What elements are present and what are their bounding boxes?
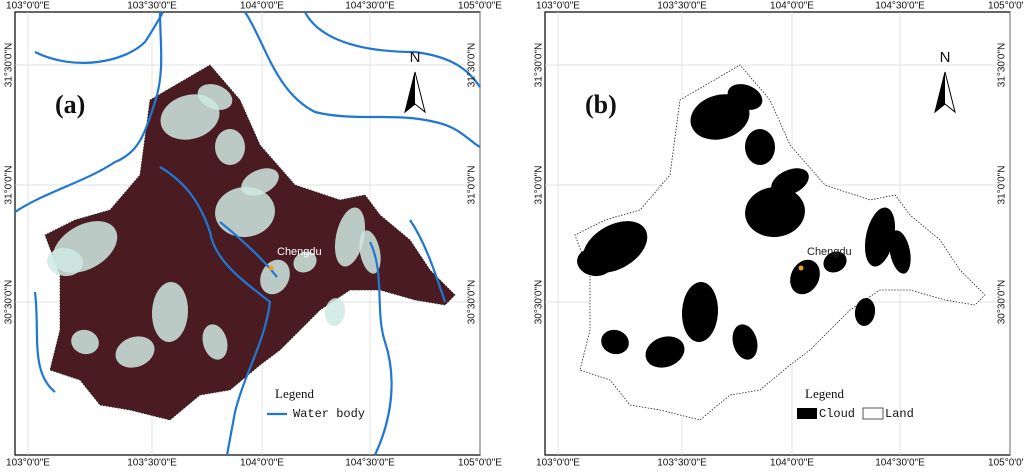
lon-label: 105°0'0"E [988, 1, 1024, 12]
north-arrow-fill [935, 72, 945, 112]
cloud-patch [732, 324, 758, 360]
lat-label: 31°0'0"N [4, 166, 15, 205]
lat-label: 30°30'0"N [467, 280, 478, 325]
cloud-patch [744, 129, 776, 165]
river [159, 166, 272, 456]
lon-label: 103°0'0"E [6, 1, 50, 12]
lon-label: 104°30'0"E [345, 1, 395, 12]
lon-label: 104°0'0"E [240, 458, 284, 469]
lon-label: 104°0'0"E [770, 458, 814, 469]
legend-title: Legend [275, 386, 314, 401]
legend-item: Land [885, 407, 914, 421]
lat-label: 30°30'0"N [997, 280, 1008, 325]
lon-label: 103°30'0"E [657, 458, 707, 469]
cloud-patch [577, 247, 613, 277]
lon-label: 103°0'0"E [536, 1, 580, 12]
city-label: Chengdu [807, 246, 852, 258]
city-marker [798, 265, 804, 271]
river [304, 11, 481, 88]
cloud-cover [160, 94, 220, 140]
river [219, 221, 278, 278]
panel-label: (b) [585, 90, 617, 119]
cloud-patch [854, 298, 876, 326]
panel-label: (a) [55, 90, 85, 119]
lon-label: 104°30'0"E [345, 458, 395, 469]
cloud-cover [215, 186, 275, 238]
study-area [574, 64, 986, 421]
lat-label: 31°0'0"N [534, 166, 545, 205]
cloud-cover [324, 298, 346, 326]
cloud-cover [197, 84, 233, 110]
lat-label: 30°30'0"N [4, 280, 15, 325]
cloud-cover [359, 230, 381, 274]
cloud-cover [214, 129, 246, 165]
river [244, 11, 481, 148]
river [369, 241, 393, 456]
cloud-cover [115, 336, 155, 368]
lat-label: 31°0'0"N [467, 166, 478, 205]
panel-a: Chengdu (a) N Legend Water body 103°0'0"E 103°… [4, 1, 503, 469]
river [33, 291, 56, 393]
legend-title: Legend [805, 386, 844, 401]
city-label: Chengdu [277, 246, 322, 258]
lon-label: 103°30'0"E [127, 458, 177, 469]
lon-label: 104°0'0"E [770, 1, 814, 12]
cloud-patch [889, 230, 911, 274]
north-label: N [940, 49, 951, 66]
lon-label: 103°0'0"E [6, 458, 50, 469]
lon-label: 105°0'0"E [458, 1, 502, 12]
lon-label: 103°30'0"E [657, 1, 707, 12]
legend-swatch [862, 407, 884, 420]
lat-label: 31°0'0"N [997, 166, 1008, 205]
legend-swatch [797, 408, 817, 419]
river [34, 11, 164, 64]
cloud-patch [645, 336, 685, 368]
river [409, 219, 447, 303]
panel-b: Chengdu (b) N Legend Cloud Land 103°0'0"E 103°0… [534, 1, 1024, 469]
cloud-patch [823, 251, 847, 273]
legend-item: Water body [293, 407, 365, 421]
lon-label: 104°0'0"E [240, 1, 284, 12]
cloud-cover [151, 282, 189, 342]
cloud-patch [601, 329, 629, 355]
lat-label: 30°30'0"N [534, 280, 545, 325]
lat-label: 31°30'0"N [534, 43, 545, 88]
cloud-patch [681, 282, 719, 342]
cloud-cover [334, 207, 366, 267]
city-marker [268, 265, 274, 271]
lon-label: 105°0'0"E [988, 458, 1024, 469]
lon-label: 105°0'0"E [458, 458, 502, 469]
lon-label: 103°30'0"E [127, 1, 177, 12]
lon-label: 104°30'0"E [875, 458, 925, 469]
cloud-cover [293, 251, 317, 273]
lon-label: 103°0'0"E [536, 458, 580, 469]
lat-label: 31°30'0"N [4, 43, 15, 88]
lat-label: 31°30'0"N [997, 43, 1008, 88]
cloud-cover [202, 324, 228, 360]
cloud-patch [690, 94, 750, 140]
cloud-patch [727, 84, 763, 110]
cloud-patch [864, 207, 896, 267]
legend-item: Cloud [819, 407, 855, 421]
cloud-cover [260, 259, 290, 295]
lat-label: 31°30'0"N [467, 43, 478, 88]
river [14, 11, 163, 213]
north-label: N [410, 49, 421, 66]
cloud-patch [745, 186, 805, 238]
study-area [44, 64, 456, 421]
cloud-cover [71, 329, 99, 355]
cloud-cover [47, 247, 83, 277]
cloud-patch [790, 259, 820, 295]
lon-label: 104°30'0"E [875, 1, 925, 12]
north-arrow-fill [405, 72, 415, 112]
